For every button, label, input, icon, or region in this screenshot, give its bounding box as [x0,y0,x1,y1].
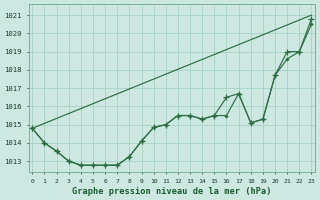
X-axis label: Graphe pression niveau de la mer (hPa): Graphe pression niveau de la mer (hPa) [72,187,272,196]
